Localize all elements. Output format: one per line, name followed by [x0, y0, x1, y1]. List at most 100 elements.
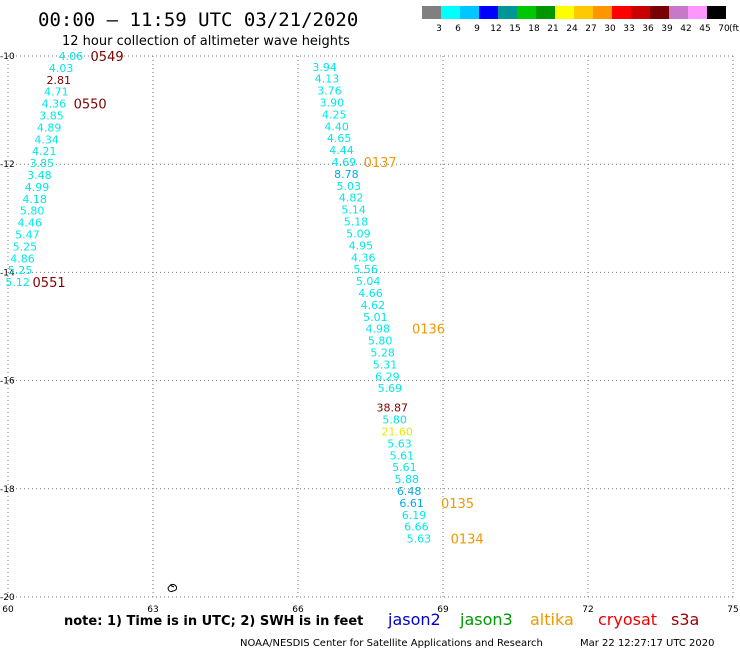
pass-time-label: 0550: [74, 98, 107, 113]
legend-label: 6: [455, 24, 461, 34]
y-tick-label: -12: [0, 160, 15, 170]
satellite-label: altika: [530, 610, 574, 629]
legend-label: 3: [436, 24, 442, 34]
wave-height-value: 5.80: [20, 205, 45, 218]
wave-height-value: 4.25: [322, 108, 347, 121]
legend-swatch: [707, 6, 726, 19]
footer-credit: NOAA/NESDIS Center for Satellite Applica…: [240, 638, 543, 649]
legend-label: 30: [604, 24, 616, 34]
legend-swatch: [536, 6, 555, 19]
wave-height-value: 4.40: [324, 120, 349, 133]
wave-height-value: 5.04: [356, 275, 381, 288]
wave-height-value: 4.86: [10, 252, 35, 265]
wave-height-value: 4.06: [59, 50, 84, 63]
pass-time-label: 0135: [441, 497, 474, 512]
pass-time-label: 0137: [364, 156, 397, 171]
wave-height-value: 4.69: [332, 156, 357, 169]
legend-swatch: [441, 6, 460, 19]
pass-time-label: 0551: [33, 276, 66, 291]
wave-height-value: 6.29: [375, 370, 400, 383]
wave-height-value: 21.60: [381, 425, 413, 438]
x-tick-label: 60: [2, 605, 14, 615]
wave-height-value: 5.09: [346, 227, 371, 240]
axis-ticks: 60 63 66 69 72 75 -10 -12 -14 -16 -18 -20: [0, 52, 739, 615]
x-tick-label: 63: [147, 605, 158, 615]
legend-label: 70: [718, 24, 730, 34]
wave-height-value: 4.62: [361, 299, 386, 312]
plot-grid: [7, 55, 734, 598]
wave-height-value: 5.63: [407, 533, 432, 546]
x-tick-label: 69: [437, 605, 449, 615]
wave-height-value: 4.36: [351, 251, 376, 264]
legend-swatch: [479, 6, 498, 19]
satellite-label: jason3: [459, 610, 513, 629]
wave-height-value: 4.03: [49, 62, 74, 75]
wave-height-value: 3.94: [312, 61, 337, 74]
wave-height-value: 6.19: [402, 509, 427, 522]
pass-time-label: 0134: [451, 533, 484, 548]
wave-height-value: 4.21: [32, 145, 57, 158]
wave-height-value: 5.61: [392, 461, 417, 474]
wave-height-value: 4.18: [22, 193, 47, 206]
legend-swatch: [460, 6, 479, 19]
satellite-label: cryosat: [598, 610, 657, 629]
wave-height-value: 4.99: [25, 181, 50, 194]
y-tick-label: -10: [0, 52, 15, 62]
wave-height-value: 2.81: [47, 74, 72, 87]
wave-height-value: 6.66: [404, 521, 429, 534]
pass-time-label: 0136: [412, 323, 445, 338]
wave-height-value: 5.47: [15, 229, 40, 242]
footer-timestamp: Mar 22 12:27:17 UTC 2020: [580, 638, 715, 649]
wave-height-value: 3.85: [39, 110, 64, 123]
wave-height-value: 5.61: [390, 449, 415, 462]
wave-height-value: 5.12: [5, 276, 30, 289]
x-tick-label: 72: [582, 605, 593, 615]
pass-time-label: 0549: [91, 50, 124, 65]
island-outline: [167, 583, 178, 593]
legend-swatch: [498, 6, 517, 19]
wave-height-value: 4.82: [339, 192, 364, 205]
legend-label: 21: [547, 24, 558, 34]
legend-label: 36: [642, 24, 654, 34]
legend-swatch: [555, 6, 574, 19]
wave-height-value: 5.25: [8, 264, 33, 277]
wave-height-value: 4.95: [349, 239, 374, 252]
wave-height-value: 6.48: [397, 485, 422, 498]
wave-height-marks: 4.064.032.814.714.363.854.894.344.213.85…: [5, 50, 431, 546]
legend-swatch: [650, 6, 669, 19]
wave-height-value: 6.61: [399, 497, 424, 510]
wave-height-value: 5.56: [353, 263, 378, 276]
y-tick-label: -14: [0, 268, 15, 278]
wave-height-value: 4.98: [366, 323, 391, 336]
y-tick-label: -16: [0, 377, 15, 387]
legend-unit: (ft): [729, 24, 740, 34]
wave-height-value: 4.34: [34, 133, 59, 146]
legend-label: 9: [474, 24, 480, 34]
wave-height-value: 4.66: [358, 287, 383, 300]
legend-swatch: [669, 6, 688, 19]
chart-subtitle: 12 hour collection of altimeter wave hei…: [62, 34, 350, 49]
legend-swatch: [422, 6, 441, 19]
legend-label: 33: [623, 24, 634, 34]
legend-label: 39: [661, 24, 673, 34]
wave-height-value: 5.63: [387, 437, 412, 450]
wave-height-value: 4.44: [329, 144, 354, 157]
wave-height-value: 4.65: [327, 132, 352, 145]
legend-label: 15: [509, 24, 520, 34]
wave-height-value: 38.87: [377, 402, 409, 415]
legend-swatch: [688, 6, 707, 19]
legend-swatch: [574, 6, 593, 19]
wave-height-value: 5.80: [382, 414, 407, 427]
satellite-label: jason2: [387, 610, 441, 629]
wave-height-value: 5.88: [395, 473, 420, 486]
wave-height-value: 5.28: [370, 346, 395, 359]
y-tick-label: -20: [0, 593, 15, 603]
wave-height-value: 4.71: [44, 86, 69, 99]
legend-label: 24: [566, 24, 578, 34]
y-tick-label: -18: [0, 485, 15, 495]
wave-height-value: 5.25: [13, 240, 38, 253]
legend-swatch: [517, 6, 536, 19]
wave-height-value: 4.36: [42, 98, 67, 111]
